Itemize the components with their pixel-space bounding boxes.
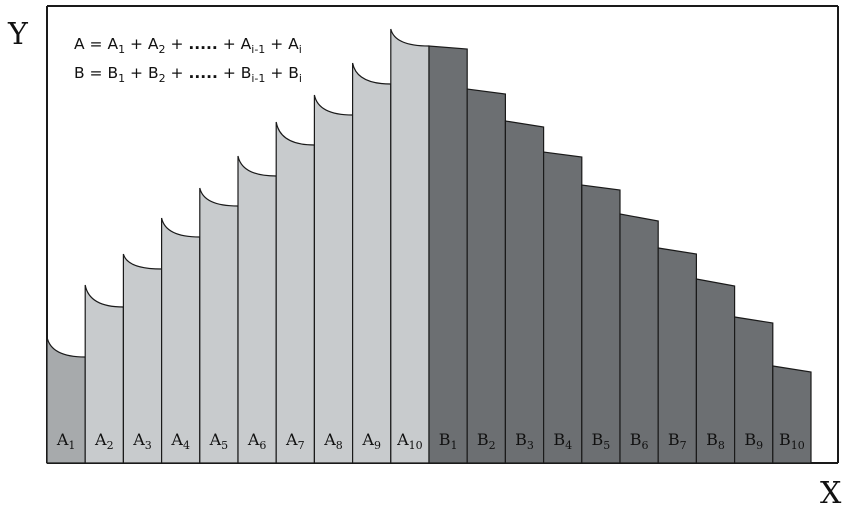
segment-label-b8: B8 [706,430,725,452]
segment-label-b5: B5 [592,430,611,452]
formula-a: A = A1 + A2 + ..... + Ai-1 + Ai [74,35,302,56]
x-axis-label: X [820,476,842,506]
segment-label-b7: B7 [668,430,687,452]
segment-label-b2: B2 [477,430,496,452]
segment-label-a1: A1 [56,430,76,452]
segment-label-a3: A3 [132,430,152,452]
segment-labels-layer: A1 A2 A3 A4 A5 A6 A7 A8 A9 A10 B1 B2 B3 B4 B5 B6 B7 B8 B9 B… [56,430,805,452]
segment-label-a5: A5 [209,430,229,452]
segment-b4 [543,151,583,464]
segment-b2 [466,88,506,464]
segment-label-b9: B9 [744,430,763,452]
segment-a5 [199,187,239,464]
segment-b1 [428,45,468,464]
segment-b9 [734,316,774,464]
segment-b10 [772,365,812,464]
segment-a7 [275,121,315,464]
segment-label-b10: B10 [779,430,805,452]
y-axis-label: Y [7,17,29,52]
segment-label-a2: A2 [94,430,114,452]
segment-b7 [657,247,697,464]
segment-label-a4: A4 [170,430,190,452]
segment-a6 [237,155,277,464]
segment-label-b4: B4 [553,430,572,452]
segment-a9 [352,62,392,464]
segment-label-b3: B3 [515,430,534,452]
segment-b3 [504,120,545,464]
segment-label-b6: B6 [630,430,649,452]
formula-b: B = B1 + B2 + ..... + Bi-1 + Bi [74,64,302,85]
segment-a4 [161,217,201,464]
segment-label-b1: B1 [439,430,458,452]
segment-label-a6: A6 [247,430,267,452]
segment-label-a8: A8 [323,430,343,452]
segments-layer [46,28,812,464]
segment-b5 [581,184,621,464]
segment-a10 [390,28,430,464]
segment-label-a7: A7 [285,430,305,452]
segment-label-a10: A10 [396,430,423,452]
segment-b8 [695,278,736,464]
segment-a8 [313,94,354,464]
segment-b6 [619,213,659,464]
segment-label-a9: A9 [361,430,381,452]
